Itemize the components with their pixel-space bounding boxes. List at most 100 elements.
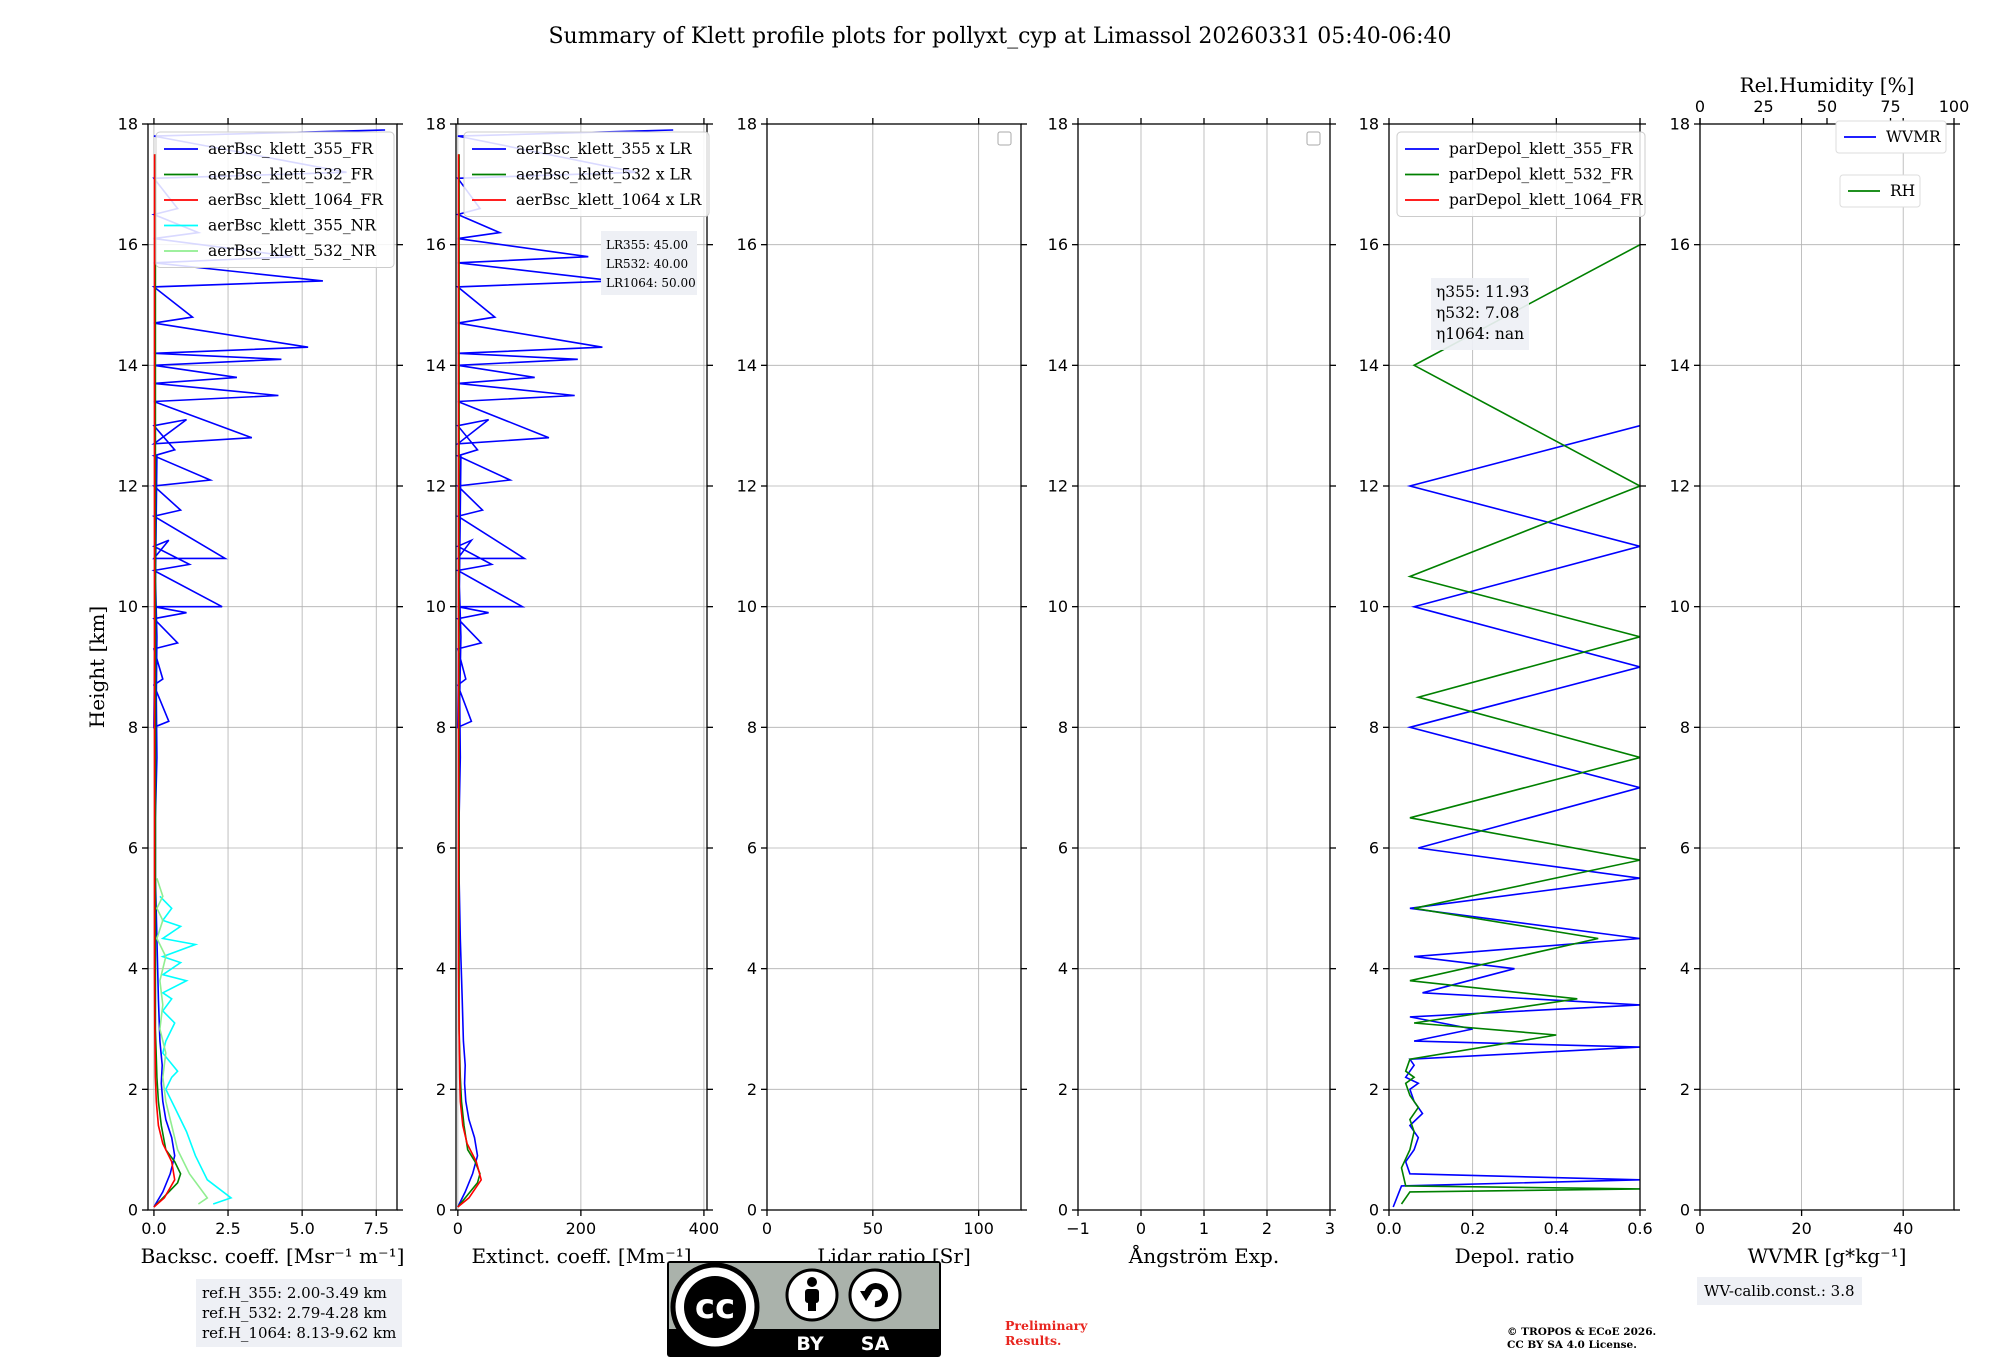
axes-frame — [766, 123, 1022, 1211]
lidar-ratio-1064: LR1064: 50.00 — [606, 276, 696, 290]
x-tick-label: 50 — [863, 1219, 883, 1238]
y-tick-label: 4 — [1058, 959, 1068, 978]
y-tick-label: 14 — [737, 356, 757, 375]
x-tick-label: 5.0 — [289, 1219, 314, 1238]
top-x-tick-label: 100 — [1939, 97, 1970, 116]
y-tick-label: 6 — [747, 839, 757, 858]
series-aerBsc_klett_532_FR — [153, 154, 182, 1208]
y-tick-label: 18 — [1359, 115, 1379, 134]
series-aerBsc_klett_532_NR — [156, 877, 209, 1205]
wv-calib-const: WV-calib.const.: 3.8 — [1704, 1282, 1855, 1300]
legend-label: aerBsc_klett_532_FR — [208, 166, 374, 184]
y-tick-label: 8 — [1058, 718, 1068, 737]
x-tick-label: 100 — [963, 1219, 994, 1238]
y-tick-label: 2 — [1680, 1080, 1690, 1099]
y-tick-label: 6 — [128, 839, 138, 858]
series-aerBsc_klett_1064_FR — [153, 154, 176, 1208]
x-tick-label: 0.4 — [1544, 1219, 1569, 1238]
axes-frame — [1699, 123, 1955, 1211]
cc-inner-icon — [684, 1276, 746, 1338]
copyright-note: © TROPOS & ECoE 2026. CC BY SA 4.0 Licen… — [1507, 1326, 1656, 1352]
ref-height-1064: ref.H_1064: 8.13-9.62 km — [202, 1324, 397, 1342]
series-group — [456, 129, 674, 1208]
legend-label: parDepol_klett_1064_FR — [1449, 191, 1644, 209]
y-tick-label: 12 — [426, 477, 446, 496]
y-tick-label: 18 — [737, 115, 757, 134]
y-tick-label: 8 — [1680, 718, 1690, 737]
y-tick-label: 16 — [1670, 235, 1690, 254]
y-tick-label: 16 — [426, 235, 446, 254]
series-aerBsc_klett_355_FR — [151, 129, 386, 1208]
legend-box — [1835, 120, 1947, 154]
legend-label: aerBsc_klett_1064 x LR — [516, 191, 703, 209]
y-tick-label: 14 — [118, 356, 138, 375]
ref-height-532: ref.H_532: 2.79-4.28 km — [202, 1304, 387, 1322]
y-tick-label: 18 — [118, 115, 138, 134]
y-tick-label: 0 — [1058, 1201, 1068, 1220]
panel-backscatter: 0 2 4 6 8 10 12 14 16 18 0.0 2.5 5.0 7.5 Backsc. coeff… — [85, 115, 404, 1269]
top-x-tick-label: 50 — [1817, 97, 1837, 116]
top-x-tick-label: 75 — [1880, 97, 1900, 116]
cc-by-label: BY — [796, 1333, 823, 1355]
y-tick-label: 2 — [436, 1080, 446, 1099]
y-tick-label: 4 — [128, 959, 138, 978]
cc-license-logo: cc BY SA — [667, 1261, 941, 1357]
series-parDepol_klett_532_FR — [1400, 243, 1640, 1205]
y-tick-label: 18 — [1670, 115, 1690, 134]
lidar-ratio-box — [601, 231, 697, 295]
lidar-ratio-355: LR355: 45.00 — [606, 238, 688, 252]
legend-label: aerBsc_klett_532_NR — [208, 242, 377, 260]
figure-title: Summary of Klett profile plots for polly… — [548, 24, 1451, 49]
series-group — [1392, 243, 1640, 1208]
y-tick-label: 8 — [128, 718, 138, 737]
y-tick-label: 4 — [1680, 959, 1690, 978]
x-tick-label: 200 — [566, 1219, 597, 1238]
eta-box — [1431, 278, 1529, 350]
x-tick-label: 0.2 — [1460, 1219, 1485, 1238]
y-tick-label: 10 — [1048, 597, 1068, 616]
legend-label: aerBsc_klett_355 x LR — [516, 140, 693, 158]
legend-label: RH — [1890, 182, 1915, 200]
x-tick-label: 0 — [453, 1219, 463, 1238]
x-tick-label: 400 — [689, 1219, 720, 1238]
x-tick-label: 0 — [1695, 1219, 1705, 1238]
legend-label: parDepol_klett_355_FR — [1449, 140, 1634, 158]
top-x-tick-label: 25 — [1753, 97, 1773, 116]
y-tick-label: 4 — [1369, 959, 1379, 978]
y-tick-label: 12 — [1670, 477, 1690, 496]
y-tick-label: 2 — [1369, 1080, 1379, 1099]
axes-frame — [1388, 123, 1641, 1211]
y-tick-label: 14 — [426, 356, 446, 375]
eta-355: η355: 11.93 — [1436, 283, 1529, 301]
y-tick-label: 2 — [747, 1080, 757, 1099]
cc-sa-label: SA — [861, 1333, 890, 1355]
y-tick-label: 8 — [1369, 718, 1379, 737]
x-axis-label: Depol. ratio — [1455, 1244, 1575, 1268]
y-tick-label: 10 — [118, 597, 138, 616]
legend-box — [1396, 131, 1646, 217]
y-tick-label: 18 — [1048, 115, 1068, 134]
x-axis-label: Backsc. coeff. [Msr⁻¹ m⁻¹] — [141, 1244, 405, 1268]
empty-legend-icon — [997, 131, 1012, 146]
y-tick-label: 8 — [747, 718, 757, 737]
y-tick-label: 14 — [1359, 356, 1379, 375]
y-tick-label: 12 — [737, 477, 757, 496]
y-tick-label: 10 — [737, 597, 757, 616]
y-tick-label: 16 — [1048, 235, 1068, 254]
y-tick-label: 0 — [436, 1201, 446, 1220]
series-aerBsc_klett_355 x LR — [456, 129, 674, 1208]
y-tick-label: 12 — [118, 477, 138, 496]
series-aerBsc_klett_1064 x LR — [457, 154, 483, 1208]
eta-1064: η1064: nan — [1436, 325, 1524, 343]
y-tick-label: 0 — [747, 1201, 757, 1220]
top-x-tick-label: 0 — [1695, 97, 1705, 116]
legend-label: aerBsc_klett_355_NR — [208, 217, 377, 235]
lidar-ratio-532: LR532: 40.00 — [606, 257, 688, 271]
x-tick-label: 0.0 — [1376, 1219, 1401, 1238]
legend-label: aerBsc_klett_1064_FR — [208, 191, 384, 209]
y-tick-label: 8 — [436, 718, 446, 737]
x-tick-label: 0.0 — [141, 1219, 166, 1238]
cc-logo-letters: cc — [695, 1287, 735, 1327]
panel-wvmr: 0 2 4 6 8 10 12 14 16 18 0 20 40 WVMR [g*kg⁻¹] 0 25 50 75… — [1670, 73, 1970, 1268]
